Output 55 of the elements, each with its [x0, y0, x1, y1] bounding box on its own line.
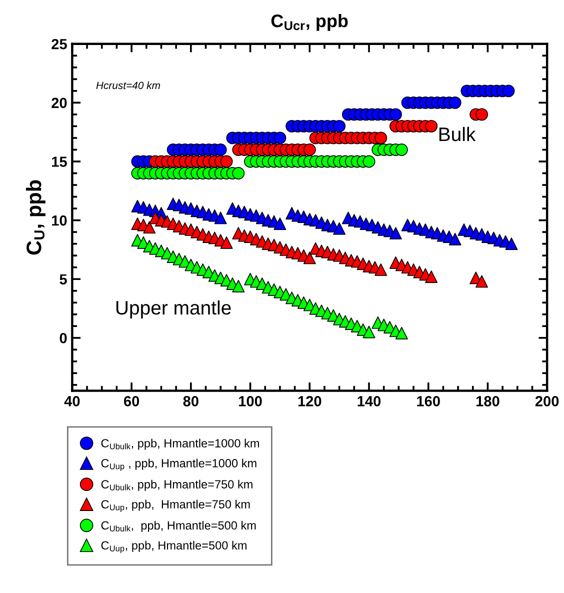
- legend-label: C$_{Ubulk}$, ppb, Hmantle=1000 km: [101, 438, 259, 450]
- y-tick-label: 20: [52, 98, 67, 108]
- y-axis-title: C$_{U}$, ppb: [26, 180, 46, 255]
- x-tick-label: 140: [358, 396, 381, 406]
- legend-label: C$_{Ubulk}$, ppb, Hmantle=750 km: [101, 480, 252, 491]
- point: [214, 212, 227, 224]
- legend-label: C$_{Ubulk}$, ppb, Hmantle=500 km: [101, 520, 256, 532]
- point: [214, 143, 227, 156]
- x-tick-label: 80: [183, 396, 198, 406]
- x-tick-label: 60: [124, 396, 140, 406]
- x-tick-label: 120: [298, 396, 322, 406]
- point: [143, 221, 156, 234]
- y-tick-label: 25: [52, 38, 67, 50]
- x-tick-label: 180: [476, 396, 500, 406]
- point: [362, 155, 376, 168]
- point: [232, 167, 245, 180]
- x-tick-label: 160: [417, 396, 440, 406]
- legend-label: C$_{Uup}$ , ppb, Hmantle=1000 km: [101, 458, 256, 471]
- y-tick-label: 5: [60, 274, 67, 284]
- point: [333, 120, 346, 132]
- x-tick-label: 200: [535, 396, 559, 406]
- point: [448, 96, 462, 109]
- point: [374, 263, 388, 276]
- point: [274, 218, 286, 230]
- point: [425, 120, 438, 132]
- point: [505, 238, 518, 250]
- legend-label: C$_{Uup}$, ppb, Hmantle=750 km: [101, 500, 250, 512]
- point: [374, 132, 388, 144]
- point: [303, 252, 316, 264]
- point: [389, 108, 402, 121]
- y-tick-label: 15: [52, 156, 67, 167]
- x-tick-label: 100: [239, 396, 262, 406]
- point: [395, 326, 408, 340]
- annotation: Upper mantle: [116, 300, 231, 319]
- point: [502, 84, 515, 98]
- point: [476, 275, 488, 288]
- annotation: Bulk: [439, 126, 476, 142]
- chart-title: C$_{Ucr}$, ppb: [271, 14, 348, 31]
- point: [303, 143, 316, 156]
- point: [333, 222, 346, 235]
- x-tick-label: 40: [64, 396, 80, 406]
- y-tick-label: 10: [52, 215, 67, 226]
- point: [448, 232, 462, 246]
- point: [220, 155, 233, 168]
- legend-label: C$_{Uup}$, ppb, Hmantle=500 km: [101, 540, 246, 554]
- point: [476, 108, 488, 121]
- point: [425, 270, 438, 283]
- point: [220, 236, 233, 249]
- point: [395, 143, 408, 156]
- point: [362, 326, 376, 338]
- point: [389, 226, 402, 240]
- point: [274, 132, 286, 144]
- annotation: Hcrust=40 km: [96, 81, 160, 90]
- point: [232, 280, 245, 292]
- y-tick-label: 0: [60, 332, 67, 344]
